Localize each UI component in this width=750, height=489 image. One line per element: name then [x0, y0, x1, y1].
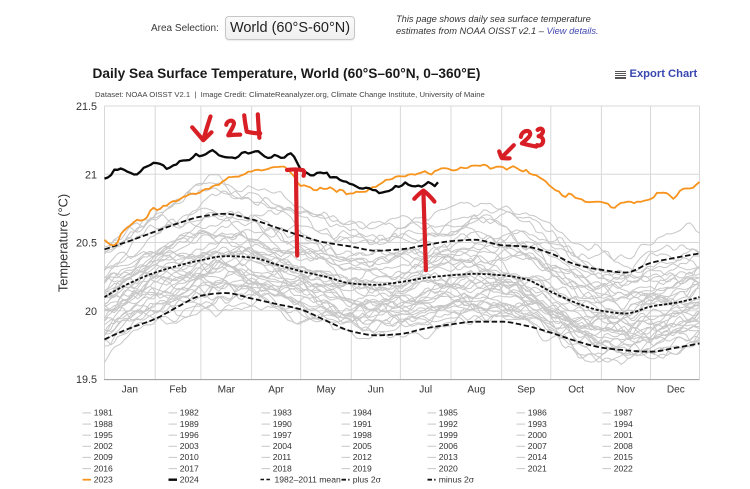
svg-text:1996: 1996 [180, 430, 199, 440]
svg-text:1991: 1991 [353, 419, 372, 429]
svg-text:2011: 2011 [273, 452, 292, 462]
svg-text:21: 21 [85, 169, 97, 181]
svg-text:1998: 1998 [353, 430, 372, 440]
svg-text:2004: 2004 [273, 441, 292, 451]
svg-text:1999: 1999 [439, 430, 458, 440]
svg-text:2017: 2017 [180, 463, 199, 473]
svg-text:2010: 2010 [180, 452, 199, 462]
svg-text:1986: 1986 [528, 408, 547, 418]
svg-text:2023: 2023 [94, 475, 113, 485]
svg-text:1983: 1983 [273, 408, 292, 418]
svg-text:1995: 1995 [94, 430, 113, 440]
svg-text:Temperature (°C): Temperature (°C) [56, 194, 71, 292]
svg-text:Mar: Mar [218, 385, 236, 396]
svg-text:20: 20 [85, 306, 97, 318]
svg-text:Apr: Apr [268, 385, 284, 396]
svg-text:2018: 2018 [273, 463, 292, 473]
svg-text:1985: 1985 [439, 408, 458, 418]
svg-text:2007: 2007 [528, 441, 547, 451]
svg-text:1982: 1982 [180, 408, 199, 418]
svg-text:20.5: 20.5 [76, 238, 97, 250]
svg-text:1988: 1988 [94, 419, 113, 429]
svg-text:2019: 2019 [353, 463, 372, 473]
svg-text:2016: 2016 [94, 463, 113, 473]
svg-text:1984: 1984 [353, 408, 372, 418]
svg-text:1994: 1994 [614, 419, 633, 429]
svg-text:1989: 1989 [180, 419, 199, 429]
svg-text:2013: 2013 [439, 452, 458, 462]
svg-text:Sep: Sep [517, 385, 535, 396]
svg-text:2022: 2022 [614, 463, 633, 473]
svg-text:2015: 2015 [614, 452, 633, 462]
svg-text:1981: 1981 [94, 408, 113, 418]
svg-text:2020: 2020 [439, 463, 458, 473]
svg-text:2024: 2024 [180, 475, 199, 485]
svg-text:2005: 2005 [353, 441, 372, 451]
svg-text:2009: 2009 [94, 452, 113, 462]
svg-text:2014: 2014 [528, 452, 547, 462]
svg-text:2000: 2000 [528, 430, 547, 440]
svg-text:2006: 2006 [439, 441, 458, 451]
svg-text:2002: 2002 [94, 441, 113, 451]
svg-text:Nov: Nov [617, 385, 636, 396]
svg-text:Jul: Jul [419, 385, 432, 396]
svg-text:1993: 1993 [528, 419, 547, 429]
svg-text:May: May [316, 385, 336, 396]
svg-text:1997: 1997 [273, 430, 292, 440]
svg-text:19.5: 19.5 [76, 374, 97, 386]
svg-text:Aug: Aug [467, 385, 485, 396]
svg-text:plus 2σ: plus 2σ [353, 475, 382, 485]
svg-text:2008: 2008 [614, 441, 633, 451]
svg-text:2012: 2012 [353, 452, 372, 462]
svg-text:1990: 1990 [273, 419, 292, 429]
svg-text:Oct: Oct [568, 385, 584, 396]
svg-text:1992: 1992 [439, 419, 458, 429]
svg-text:1987: 1987 [614, 408, 633, 418]
svg-text:minus 2σ: minus 2σ [439, 475, 475, 485]
svg-text:2003: 2003 [180, 441, 199, 451]
svg-text:Dec: Dec [667, 385, 685, 396]
svg-text:2021: 2021 [528, 463, 547, 473]
svg-text:Jun: Jun [368, 385, 384, 396]
svg-text:21.5: 21.5 [76, 101, 97, 113]
svg-text:Jan: Jan [122, 385, 138, 396]
svg-text:Feb: Feb [169, 385, 187, 396]
svg-text:2001: 2001 [614, 430, 633, 440]
svg-text:1982–2011 mean: 1982–2011 mean [275, 475, 341, 485]
